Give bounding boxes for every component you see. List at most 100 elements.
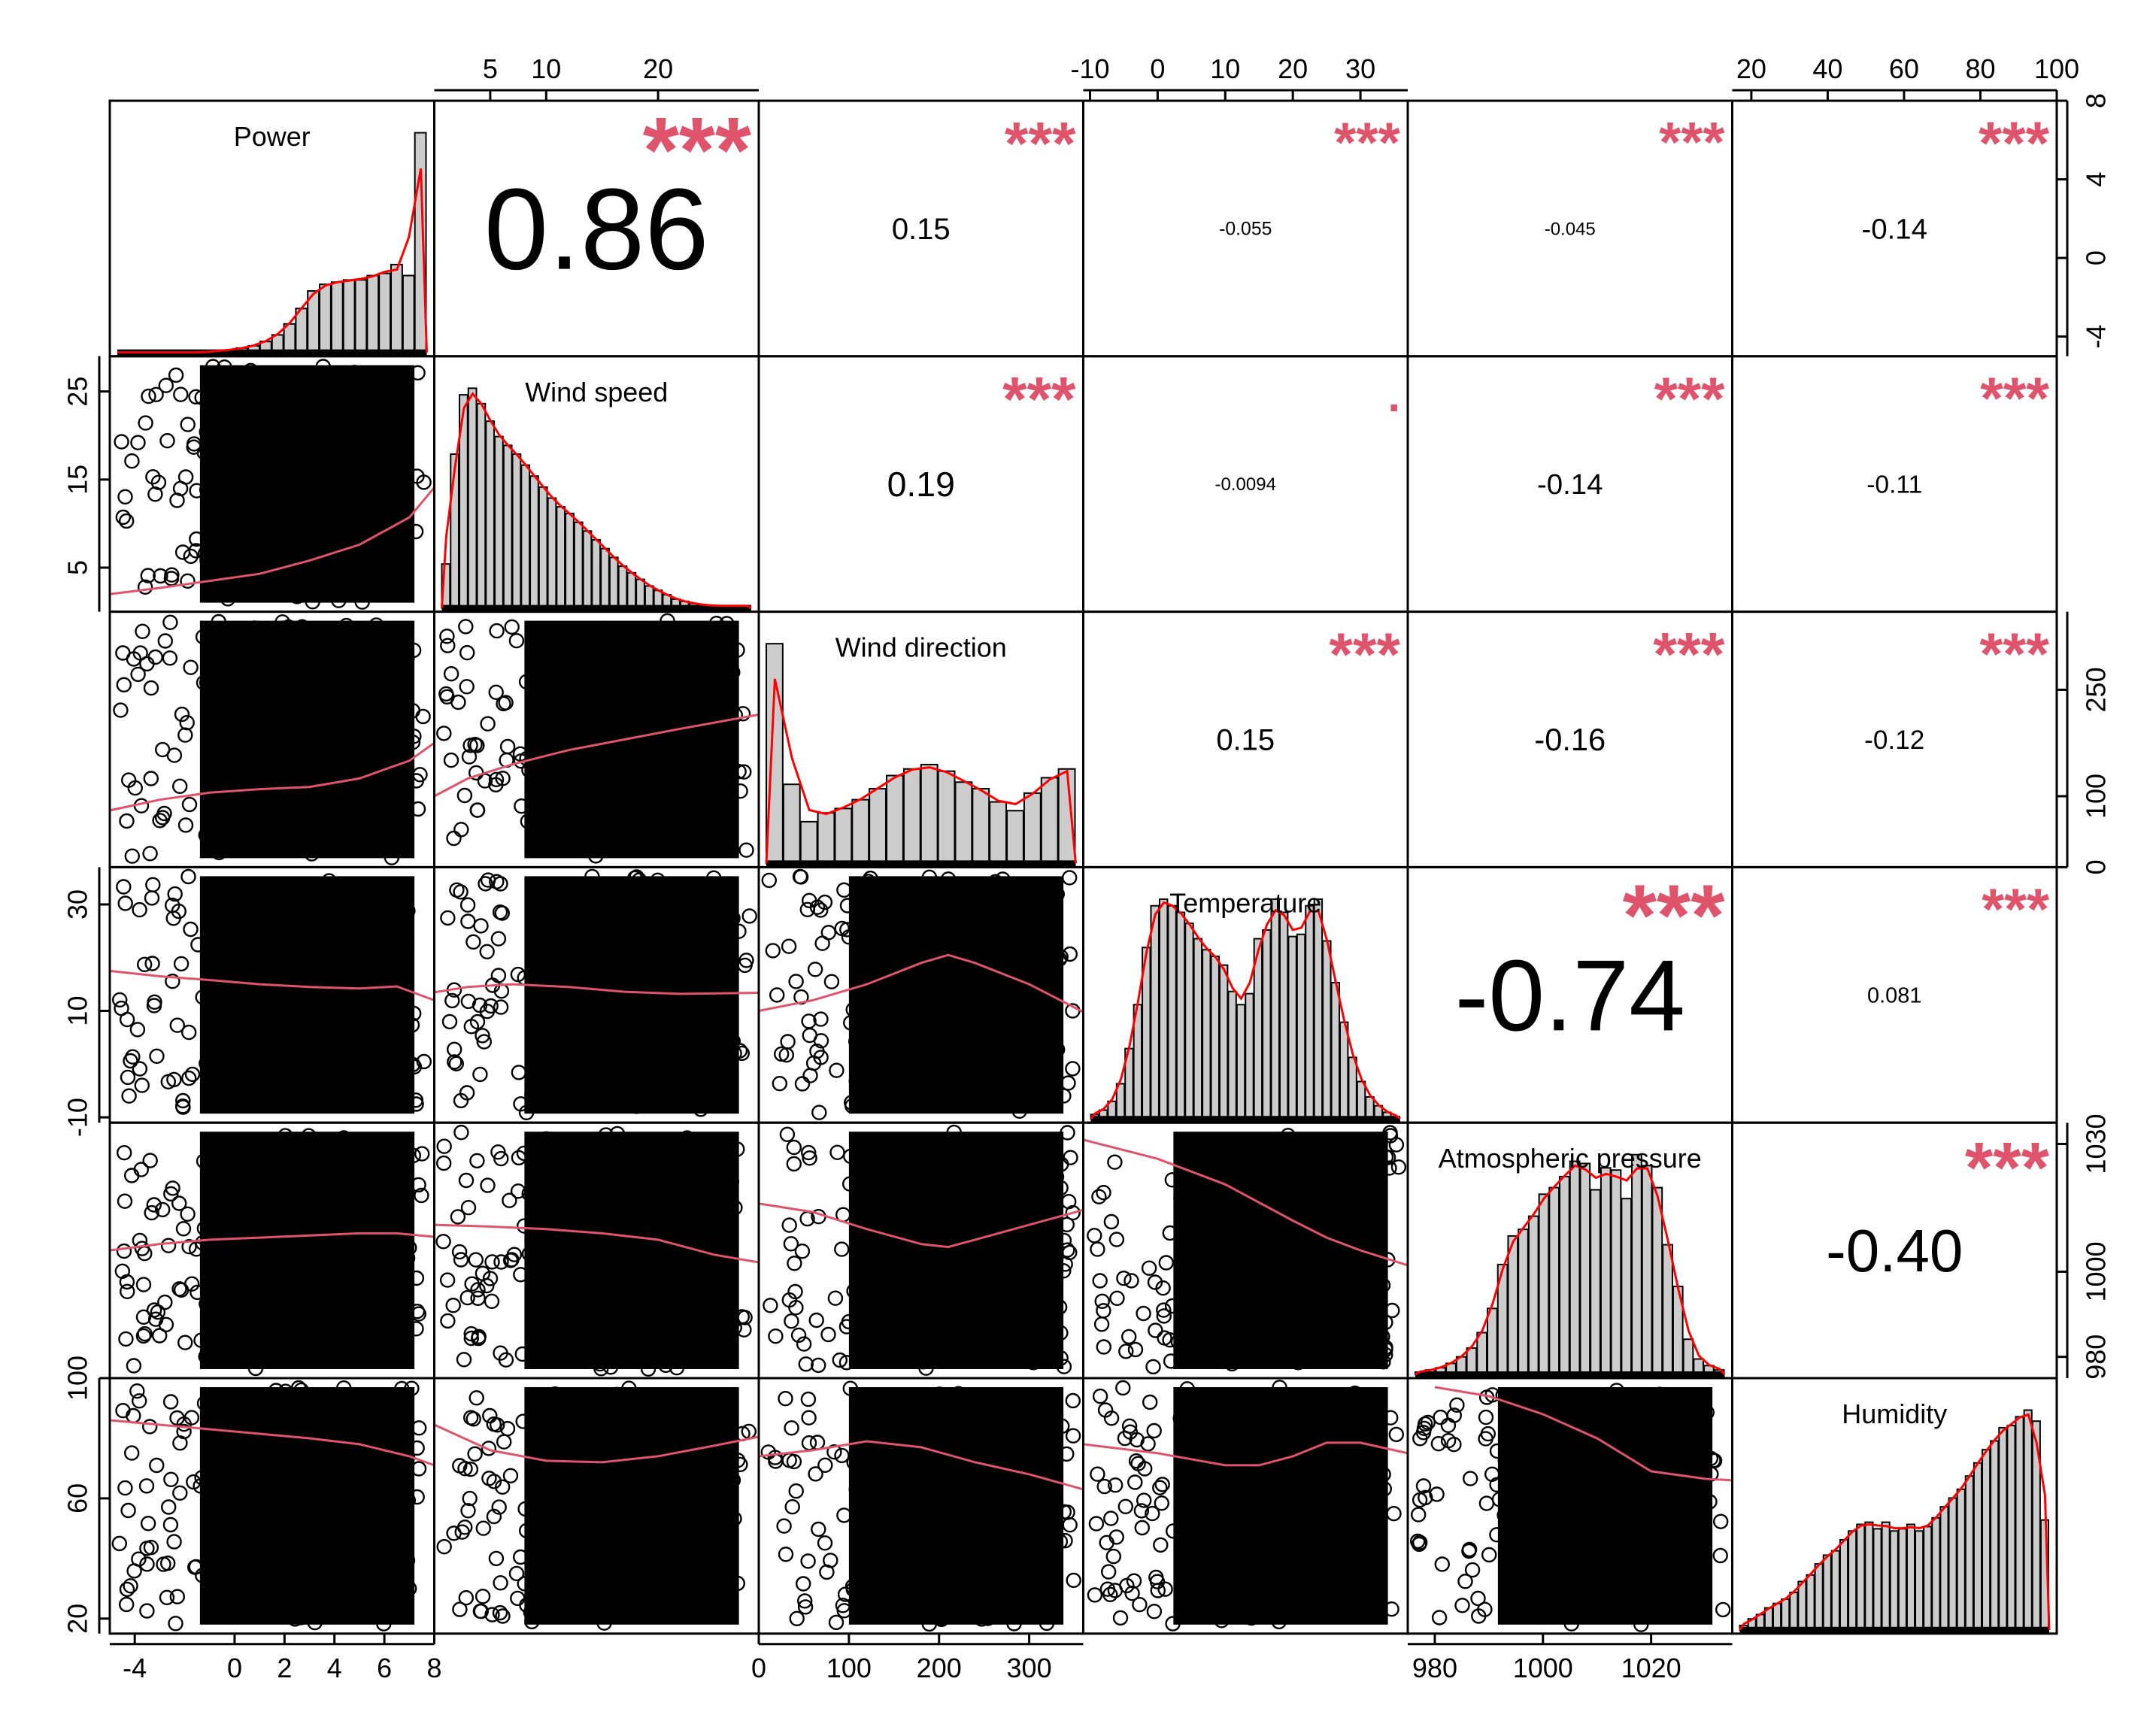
scatter-point [117, 489, 133, 504]
scatter-point [305, 594, 320, 610]
significance-stars: *** [1334, 111, 1401, 174]
scatter-point [776, 1518, 792, 1534]
scatter-point [137, 1326, 153, 1342]
histogram-bar [1262, 929, 1272, 1120]
scatter-point [1295, 1286, 1311, 1303]
scatter-point [148, 386, 164, 402]
scatter-point [480, 1177, 496, 1193]
scatter-panel-humidity-vs-wind-speed [433, 1380, 760, 1631]
scatter-point [1412, 1431, 1428, 1447]
scatter-point [142, 846, 158, 862]
scatter-point [298, 887, 314, 904]
scatter-point [294, 506, 311, 522]
histogram-bar [1772, 1602, 1782, 1631]
scatter-point [214, 1398, 230, 1413]
scatter-point [118, 513, 135, 529]
correlation-value: 0.15 [892, 213, 951, 246]
scatter-point [452, 1458, 468, 1474]
scatter-point [983, 1522, 999, 1538]
scatter-point [982, 950, 999, 966]
scatter-point [663, 823, 680, 839]
histogram-bar [1158, 898, 1169, 1120]
scatter-point [1193, 1598, 1209, 1614]
scatter-point [414, 1187, 429, 1204]
scatter-point [1341, 1189, 1357, 1205]
scatter-point [370, 667, 386, 683]
smooth-line [109, 486, 435, 595]
scatter-point [913, 1334, 929, 1350]
scatter-point [872, 1177, 888, 1193]
histogram-bar [1781, 1598, 1791, 1631]
scatter-point [564, 1442, 581, 1458]
scatter-point [396, 1348, 412, 1365]
smooth-line [434, 1223, 760, 1264]
scatter-point [778, 1047, 795, 1063]
scatter-point [1057, 1256, 1073, 1272]
scatter-point [1189, 1471, 1205, 1486]
scatter-point [532, 1413, 548, 1429]
scatter-point [1304, 1136, 1320, 1152]
scatter-point [547, 1386, 563, 1402]
scatter-point [302, 1517, 318, 1533]
scatter-point [457, 1519, 473, 1535]
scatter-point [1248, 1263, 1265, 1279]
scatter-point [566, 1476, 582, 1492]
scatter-point [640, 1361, 657, 1377]
histogram-bar [1270, 898, 1280, 1120]
scatter-point [810, 1357, 826, 1374]
scatter-point [913, 1553, 929, 1568]
histogram-bar [1897, 1528, 1907, 1631]
significance-stars: *** [1982, 877, 2049, 942]
scatter-point [367, 1290, 384, 1306]
scatter-point [1324, 1311, 1340, 1327]
histogram-bar [886, 774, 904, 865]
scatter-point [247, 626, 263, 642]
scatter-point [130, 435, 146, 450]
tick-label: 20 [643, 53, 673, 84]
scatter-point [836, 1603, 852, 1619]
scatter-point [883, 1509, 899, 1525]
scatter-point [400, 903, 416, 919]
scatter-point [306, 1316, 322, 1332]
scatter-point [836, 1507, 852, 1523]
scatter-point [284, 1283, 299, 1298]
scatter-point [997, 1492, 1013, 1507]
scatter-point [727, 707, 743, 723]
scatter-point [889, 1050, 905, 1065]
scatter-point [881, 1310, 897, 1326]
scatter-point [541, 705, 556, 721]
scatter-point [1612, 1563, 1629, 1580]
scatter-point [305, 1540, 320, 1556]
scatter-point [116, 1243, 132, 1259]
histogram-bar [556, 506, 566, 609]
significance-stars: *** [1329, 621, 1400, 689]
scatter-point [213, 1559, 229, 1575]
scatter-panel-temperature-vs-power [109, 868, 435, 1115]
scatter-point [125, 1049, 141, 1065]
smooth-line [1083, 1138, 1409, 1267]
scatter-point [675, 877, 691, 893]
histogram-bar [1339, 1021, 1349, 1120]
scatter-point [1616, 1465, 1632, 1481]
scatter-point [1260, 1418, 1277, 1435]
scatter-point [802, 1068, 818, 1083]
histogram-bar [1906, 1523, 1916, 1631]
scatter-point [228, 1213, 244, 1230]
scatter-point [1590, 1549, 1606, 1565]
scatter-point [325, 833, 341, 849]
scatter-point [305, 1548, 320, 1565]
scatter-point [357, 810, 373, 827]
scatter-point [801, 1013, 817, 1029]
histogram-bar [1548, 1186, 1560, 1375]
scatter-point [322, 1574, 338, 1589]
scatter-point [1297, 1230, 1314, 1247]
scatter-point [195, 1235, 211, 1251]
scatter-point [1323, 1301, 1339, 1318]
scatter-point [1495, 1387, 1511, 1404]
scatter-point [644, 793, 661, 810]
scatter-point [817, 1535, 833, 1551]
scatter-point [277, 1383, 293, 1399]
scatter-point [641, 894, 657, 910]
scatter-point [394, 1380, 410, 1397]
